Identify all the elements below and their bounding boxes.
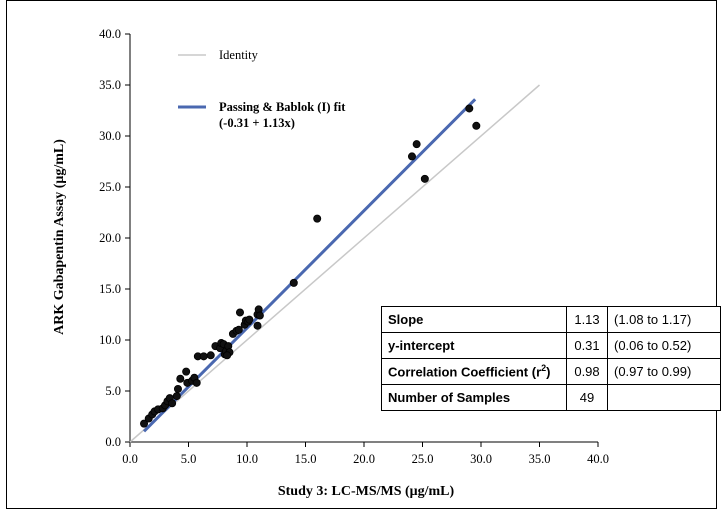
stats-confidence-interval <box>607 384 721 411</box>
y-tick-label: 20.0 <box>99 231 121 245</box>
data-point <box>412 140 421 149</box>
data-point <box>313 214 322 223</box>
data-point <box>223 351 232 360</box>
chart-legend: Identity Passing & Bablok (I) fit (-0.31… <box>178 48 346 130</box>
stats-value: 1.13 <box>566 306 608 333</box>
chart-frame <box>6 0 717 509</box>
stats-row: Slope 1.13 (1.08 to 1.17) <box>381 306 721 333</box>
data-point <box>420 174 429 183</box>
x-axis-label: Study 3: LC-MS/MS (μg/mL) <box>278 484 455 499</box>
data-point <box>234 325 243 334</box>
x-tick-label: 5.0 <box>181 452 197 466</box>
y-tick-label: 30.0 <box>99 129 121 143</box>
data-point <box>176 374 185 383</box>
x-tick-label: 15.0 <box>295 452 317 466</box>
data-points <box>140 104 481 428</box>
stats-label: Slope <box>381 306 567 333</box>
y-tick-label: 40.0 <box>99 27 121 41</box>
data-point <box>206 351 215 360</box>
stats-row: Correlation Coefficient (r2) 0.98 (0.97 to… <box>381 358 721 385</box>
legend-identity-label: Identity <box>219 48 259 62</box>
data-point <box>472 121 481 130</box>
legend-fit-equation: (-0.31 + 1.13x) <box>219 116 295 130</box>
legend-fit-label: Passing & Bablok (I) fit <box>219 100 346 114</box>
y-tick-label: 0.0 <box>105 435 121 449</box>
y-tick-label: 15.0 <box>99 282 121 296</box>
data-point <box>182 367 191 376</box>
stats-label: Correlation Coefficient (r2) <box>381 358 567 385</box>
fit-line-group <box>142 98 477 433</box>
stats-confidence-interval: (0.97 to 0.99) <box>607 358 721 385</box>
stats-row: Number of Samples 49 <box>381 384 721 411</box>
data-point <box>199 352 208 361</box>
stats-value: 49 <box>566 384 608 411</box>
data-point <box>168 399 177 408</box>
fit-line <box>142 98 477 433</box>
data-point <box>407 152 416 161</box>
data-point <box>289 278 298 287</box>
chart-axes: 0.0 5.0 10.0 15.0 20.0 25.0 30.0 35.0 40.0 0.0 5.0… <box>99 27 609 466</box>
data-point <box>465 104 474 113</box>
y-tick-label: 5.0 <box>105 384 121 398</box>
stats-value: 0.31 <box>566 332 608 359</box>
y-tick-label: 25.0 <box>99 180 121 194</box>
x-tick-label: 10.0 <box>236 452 258 466</box>
data-point <box>192 378 201 387</box>
x-tick-label: 40.0 <box>587 452 609 466</box>
x-tick-label: 25.0 <box>412 452 434 466</box>
y-tick-label: 35.0 <box>99 78 121 92</box>
x-tick-label: 30.0 <box>470 452 492 466</box>
stats-row: y-intercept 0.31 (0.06 to 0.52) <box>381 332 721 359</box>
statistics-table: Slope 1.13 (1.08 to 1.17) y-intercept 0.31 (0… <box>381 306 721 411</box>
x-tick-label: 20.0 <box>353 452 375 466</box>
stats-label: y-intercept <box>381 332 567 359</box>
data-point <box>255 311 264 320</box>
x-tick-label: 0.0 <box>122 452 138 466</box>
data-point <box>253 321 262 330</box>
x-tick-label: 35.0 <box>529 452 551 466</box>
stats-value: 0.98 <box>566 358 608 385</box>
data-point <box>172 392 181 401</box>
stats-confidence-interval: (0.06 to 0.52) <box>607 332 721 359</box>
data-point <box>140 419 149 428</box>
data-point <box>245 315 254 324</box>
y-axis-label: ARK Gabapentin Assay (μg/mL) <box>52 139 67 335</box>
stats-label: Number of Samples <box>381 384 567 411</box>
data-point <box>173 384 182 393</box>
stats-confidence-interval: (1.08 to 1.17) <box>607 306 721 333</box>
y-tick-label: 10.0 <box>99 333 121 347</box>
data-point <box>235 308 244 317</box>
